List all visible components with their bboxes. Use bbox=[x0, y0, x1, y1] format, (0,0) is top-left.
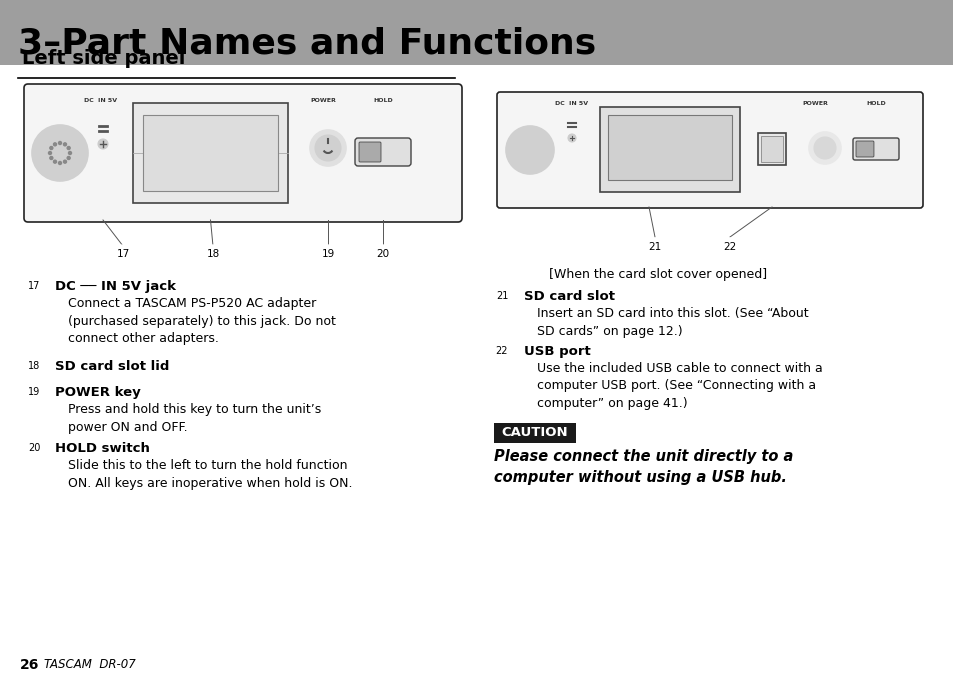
Circle shape bbox=[98, 139, 108, 149]
Text: TASCAM  DR-07: TASCAM DR-07 bbox=[44, 659, 135, 672]
Text: 21: 21 bbox=[648, 242, 661, 252]
Text: Slide this to the left to turn the hold function
ON. All keys are inoperative wh: Slide this to the left to turn the hold … bbox=[68, 459, 352, 490]
Text: USB port: USB port bbox=[523, 345, 590, 358]
Text: 3–Part Names and Functions: 3–Part Names and Functions bbox=[18, 26, 596, 60]
Text: 22: 22 bbox=[496, 346, 508, 356]
Text: SD card slot lid: SD card slot lid bbox=[55, 360, 170, 373]
FancyBboxPatch shape bbox=[852, 138, 898, 160]
Circle shape bbox=[314, 135, 340, 161]
Circle shape bbox=[813, 137, 835, 159]
Circle shape bbox=[26, 440, 42, 456]
Text: 21: 21 bbox=[496, 291, 508, 301]
Circle shape bbox=[58, 141, 61, 145]
Circle shape bbox=[494, 343, 510, 359]
Text: 26: 26 bbox=[20, 658, 39, 672]
Text: 17: 17 bbox=[28, 281, 40, 291]
Circle shape bbox=[645, 238, 663, 256]
Circle shape bbox=[50, 156, 52, 160]
Circle shape bbox=[808, 132, 841, 164]
Text: 18: 18 bbox=[28, 361, 40, 371]
Text: HOLD: HOLD bbox=[865, 101, 885, 106]
FancyBboxPatch shape bbox=[599, 107, 740, 192]
Text: [When the card slot cover opened]: [When the card slot cover opened] bbox=[548, 268, 766, 281]
Circle shape bbox=[374, 245, 392, 263]
Text: 22: 22 bbox=[722, 242, 736, 252]
Text: HOLD switch: HOLD switch bbox=[55, 442, 150, 455]
Circle shape bbox=[64, 160, 67, 163]
Text: 17: 17 bbox=[116, 249, 130, 259]
Text: DC ── IN 5V jack: DC ── IN 5V jack bbox=[55, 280, 175, 293]
Text: 18: 18 bbox=[206, 249, 219, 259]
Circle shape bbox=[53, 160, 56, 163]
FancyBboxPatch shape bbox=[143, 115, 277, 191]
Text: 20: 20 bbox=[28, 443, 40, 453]
Circle shape bbox=[69, 152, 71, 154]
Text: Connect a TASCAM PS-P520 AC adapter
(purchased separately) to this jack. Do not
: Connect a TASCAM PS-P520 AC adapter (pur… bbox=[68, 297, 335, 345]
Circle shape bbox=[204, 245, 222, 263]
Circle shape bbox=[67, 156, 71, 160]
Text: 19: 19 bbox=[28, 387, 40, 397]
Text: Use the included USB cable to connect with a
computer USB port. (See “Connecting: Use the included USB cable to connect wi… bbox=[537, 362, 821, 410]
Circle shape bbox=[720, 238, 739, 256]
Circle shape bbox=[26, 278, 42, 294]
Circle shape bbox=[32, 125, 88, 181]
Circle shape bbox=[567, 134, 576, 142]
FancyBboxPatch shape bbox=[24, 84, 461, 222]
Text: 19: 19 bbox=[321, 249, 335, 259]
Text: POWER: POWER bbox=[801, 101, 827, 106]
Circle shape bbox=[58, 161, 61, 165]
Circle shape bbox=[26, 384, 42, 400]
Text: DC  IN 5V: DC IN 5V bbox=[555, 101, 588, 106]
FancyBboxPatch shape bbox=[355, 138, 411, 166]
FancyBboxPatch shape bbox=[358, 142, 380, 162]
Text: 20: 20 bbox=[376, 249, 389, 259]
Circle shape bbox=[494, 288, 510, 304]
Circle shape bbox=[113, 245, 132, 263]
Text: SD card slot: SD card slot bbox=[523, 290, 615, 303]
Text: Left side panel: Left side panel bbox=[22, 49, 185, 68]
Bar bbox=[494, 423, 576, 443]
FancyBboxPatch shape bbox=[607, 115, 731, 180]
FancyBboxPatch shape bbox=[497, 92, 923, 208]
Text: Please connect the unit directly to a
computer without using a USB hub.: Please connect the unit directly to a co… bbox=[494, 449, 793, 485]
Circle shape bbox=[53, 143, 56, 146]
FancyBboxPatch shape bbox=[132, 103, 288, 203]
Circle shape bbox=[318, 245, 336, 263]
Text: HOLD: HOLD bbox=[373, 98, 393, 103]
Text: Press and hold this key to turn the unit’s
power ON and OFF.: Press and hold this key to turn the unit… bbox=[68, 403, 321, 434]
Text: DC  IN 5V: DC IN 5V bbox=[85, 98, 117, 103]
Circle shape bbox=[26, 358, 42, 374]
Text: CAUTION: CAUTION bbox=[501, 427, 568, 440]
Bar bbox=[0, 0, 953, 65]
FancyBboxPatch shape bbox=[855, 141, 873, 157]
Text: POWER key: POWER key bbox=[55, 386, 141, 399]
FancyBboxPatch shape bbox=[760, 136, 782, 162]
Circle shape bbox=[64, 143, 67, 146]
Text: Insert an SD card into this slot. (See “About
SD cards” on page 12.): Insert an SD card into this slot. (See “… bbox=[537, 307, 808, 338]
Text: POWER: POWER bbox=[310, 98, 335, 103]
Circle shape bbox=[49, 152, 51, 154]
Circle shape bbox=[310, 130, 346, 166]
Circle shape bbox=[67, 147, 71, 150]
FancyBboxPatch shape bbox=[758, 133, 785, 165]
Circle shape bbox=[50, 147, 52, 150]
Circle shape bbox=[505, 126, 554, 174]
